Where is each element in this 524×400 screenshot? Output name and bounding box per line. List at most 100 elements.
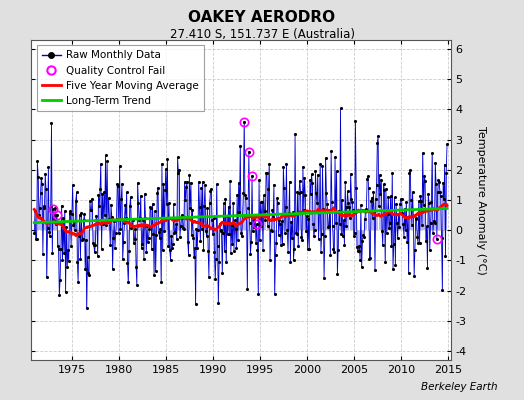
- Bar: [179, 170, 180, 230]
- Bar: [252, 176, 253, 230]
- Bar: [130, 197, 131, 230]
- Bar: [61, 206, 62, 230]
- Bar: [402, 213, 403, 230]
- Bar: [225, 199, 226, 230]
- Bar: [189, 175, 190, 230]
- Bar: [385, 230, 386, 262]
- Bar: [34, 230, 35, 233]
- Bar: [167, 159, 168, 230]
- Bar: [307, 230, 308, 249]
- Bar: [234, 220, 235, 230]
- Bar: [174, 230, 175, 233]
- Bar: [409, 172, 410, 230]
- Bar: [84, 214, 85, 230]
- Bar: [165, 190, 166, 230]
- Bar: [313, 230, 314, 236]
- Bar: [216, 184, 217, 230]
- Bar: [376, 185, 377, 230]
- Bar: [419, 230, 420, 243]
- Bar: [54, 215, 55, 230]
- Bar: [428, 194, 429, 230]
- Bar: [92, 199, 93, 230]
- Bar: [251, 230, 252, 242]
- Bar: [446, 144, 447, 230]
- Bar: [192, 210, 193, 230]
- Bar: [220, 230, 221, 231]
- Bar: [77, 230, 78, 262]
- Legend: Raw Monthly Data, Quality Control Fail, Five Year Moving Average, Long-Term Tren: Raw Monthly Data, Quality Control Fail, …: [37, 45, 204, 111]
- Bar: [40, 193, 41, 230]
- Bar: [444, 164, 445, 230]
- Bar: [203, 230, 204, 250]
- Bar: [416, 218, 417, 230]
- Bar: [375, 199, 376, 230]
- Bar: [244, 122, 245, 230]
- Bar: [210, 191, 211, 230]
- Bar: [163, 184, 164, 230]
- Bar: [215, 230, 216, 258]
- Bar: [334, 230, 335, 252]
- Bar: [111, 204, 112, 230]
- Bar: [248, 152, 249, 230]
- Bar: [144, 194, 145, 230]
- Bar: [310, 194, 311, 230]
- Bar: [121, 199, 122, 230]
- Bar: [90, 210, 91, 230]
- Bar: [344, 230, 345, 244]
- Bar: [309, 230, 310, 249]
- Bar: [140, 196, 141, 230]
- Bar: [304, 178, 305, 230]
- Bar: [208, 230, 209, 251]
- Bar: [166, 204, 167, 230]
- Bar: [152, 204, 153, 230]
- Bar: [211, 189, 212, 230]
- Bar: [73, 225, 74, 230]
- Bar: [330, 230, 331, 255]
- Bar: [91, 210, 92, 230]
- Bar: [176, 224, 177, 230]
- Bar: [75, 201, 76, 230]
- Bar: [134, 230, 135, 239]
- Bar: [50, 206, 51, 230]
- Bar: [245, 198, 246, 230]
- Bar: [109, 219, 110, 230]
- Bar: [301, 230, 302, 236]
- Bar: [147, 230, 148, 242]
- Bar: [64, 211, 65, 230]
- Bar: [160, 229, 161, 230]
- Bar: [349, 207, 350, 230]
- Bar: [396, 204, 397, 230]
- Bar: [332, 226, 333, 230]
- Bar: [89, 230, 90, 275]
- Bar: [325, 158, 326, 230]
- Bar: [217, 230, 218, 246]
- Bar: [183, 228, 184, 230]
- Bar: [278, 230, 279, 235]
- Bar: [258, 230, 259, 294]
- Bar: [360, 230, 361, 260]
- Bar: [218, 230, 219, 302]
- Bar: [101, 230, 102, 249]
- Bar: [384, 190, 385, 230]
- Bar: [336, 171, 337, 230]
- Bar: [324, 230, 325, 236]
- Bar: [231, 225, 232, 230]
- Bar: [238, 183, 239, 230]
- Bar: [35, 211, 36, 230]
- Bar: [190, 208, 191, 230]
- Bar: [284, 188, 285, 230]
- Bar: [80, 230, 81, 258]
- Bar: [120, 229, 121, 230]
- Bar: [275, 230, 276, 255]
- Bar: [372, 218, 373, 230]
- Bar: [43, 206, 44, 230]
- Bar: [235, 229, 236, 230]
- Bar: [138, 203, 139, 230]
- Bar: [222, 230, 223, 273]
- Bar: [442, 230, 443, 290]
- Bar: [141, 230, 142, 248]
- Bar: [400, 199, 401, 230]
- Bar: [146, 230, 147, 252]
- Bar: [142, 230, 143, 244]
- Bar: [186, 187, 187, 230]
